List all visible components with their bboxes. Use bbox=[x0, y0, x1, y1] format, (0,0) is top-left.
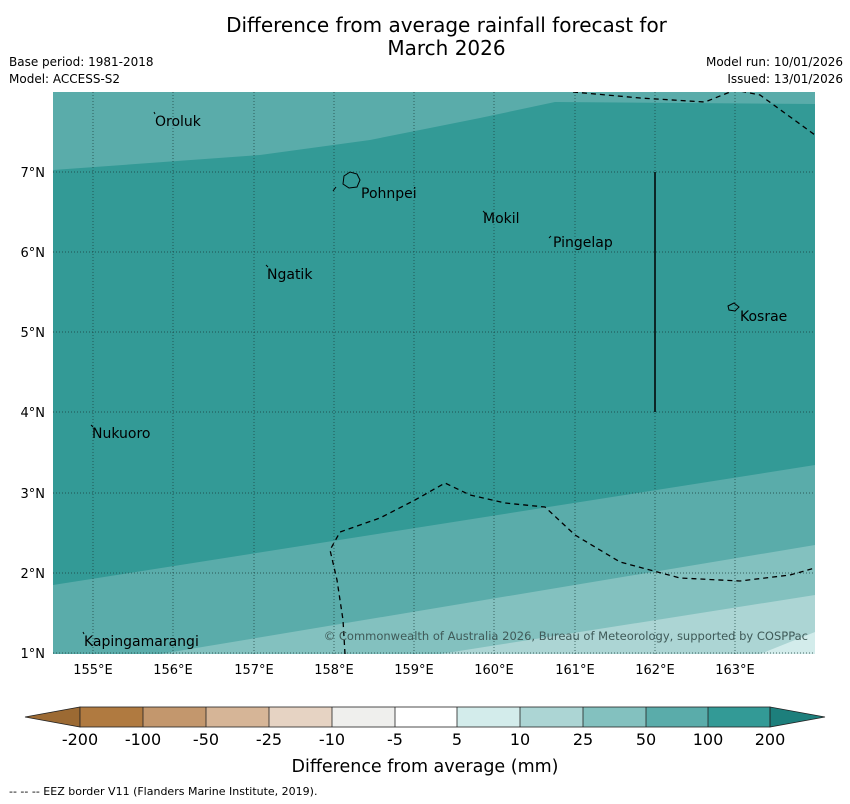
colorbar-segment bbox=[206, 707, 269, 727]
pohnpei-island-shape bbox=[342, 171, 361, 189]
oroluk-atoll-mark bbox=[153, 111, 156, 115]
colorbar-segment bbox=[332, 707, 395, 727]
nukuoro-atoll-mark bbox=[90, 424, 94, 428]
lat-tick: 4°N bbox=[21, 406, 46, 421]
colorbar-label: 200 bbox=[755, 730, 786, 749]
colorbar-label: -10 bbox=[319, 730, 345, 749]
lon-tick: 163°E bbox=[715, 663, 755, 678]
band-50-north bbox=[53, 92, 815, 170]
coast-mark bbox=[332, 186, 337, 192]
kosrae-island-shape bbox=[727, 302, 740, 312]
colorbar-segment bbox=[708, 707, 770, 727]
lat-axis: 7°N 6°N 5°N 4°N 3°N 2°N 1°N bbox=[21, 166, 46, 662]
colorbar-segment bbox=[520, 707, 583, 727]
map-panel: Oroluk Pohnpei Mokil Pingelap Ngatik Kos… bbox=[53, 92, 815, 654]
issued-date: Issued: 13/01/2026 bbox=[727, 72, 843, 86]
lat-tick: 6°N bbox=[21, 246, 46, 261]
place-label-kosrae: Kosrae bbox=[740, 309, 787, 325]
lon-tick: 158°E bbox=[314, 663, 354, 678]
colorbar-label: -25 bbox=[256, 730, 282, 749]
colorbar-label: 100 bbox=[693, 730, 724, 749]
lon-axis: 155°E 156°E 157°E 158°E 159°E 160°E 161°… bbox=[73, 663, 755, 678]
place-label-kapingamarangi: Kapingamarangi bbox=[84, 634, 199, 650]
band-5 bbox=[760, 632, 815, 654]
lat-tick: 2°N bbox=[21, 567, 46, 582]
colorbar-dividers bbox=[142, 707, 709, 727]
place-label-pohnpei: Pohnpei bbox=[361, 186, 417, 202]
title-line-1: Difference from average rainfall forecas… bbox=[226, 13, 667, 37]
colorbar-segment bbox=[583, 707, 646, 727]
colorbar-segment bbox=[269, 707, 332, 727]
colorbar-extend-low bbox=[24, 706, 81, 728]
colorbar-segment bbox=[457, 707, 520, 727]
colorbar-label: 50 bbox=[636, 730, 656, 749]
lon-tick: 159°E bbox=[394, 663, 434, 678]
meta-right: Model run: 10/01/2026 Issued: 13/01/2026 bbox=[706, 54, 843, 88]
pingelap-atoll-mark bbox=[548, 235, 552, 239]
lon-tick: 161°E bbox=[555, 663, 595, 678]
eez-credit: -- -- -- EEZ border V11 (Flanders Marine… bbox=[9, 785, 318, 798]
base-period: Base period: 1981-2018 bbox=[9, 55, 154, 69]
lon-tick: 156°E bbox=[153, 663, 193, 678]
colorbar-segment bbox=[395, 707, 457, 727]
colorbar-label: -100 bbox=[125, 730, 161, 749]
model-run: Model run: 10/01/2026 bbox=[705, 55, 843, 69]
colorbar-label: 5 bbox=[452, 730, 462, 749]
place-label-ngatik: Ngatik bbox=[267, 267, 313, 283]
title-line-2: March 2026 bbox=[387, 36, 506, 60]
place-label-pingelap: Pingelap bbox=[553, 235, 613, 251]
ngatik-atoll-mark bbox=[265, 264, 269, 268]
lon-tick: 162°E bbox=[635, 663, 675, 678]
colorbar-label: 10 bbox=[510, 730, 530, 749]
graticule bbox=[53, 92, 815, 654]
mokil-atoll-mark bbox=[482, 210, 486, 214]
colorbar-label: -50 bbox=[193, 730, 219, 749]
colorbar-label: -200 bbox=[62, 730, 98, 749]
lat-tick: 3°N bbox=[21, 487, 46, 502]
band-10 bbox=[440, 595, 815, 654]
colorbar: -200 -100 -50 -25 -10 -5 5 10 25 50 100 … bbox=[24, 706, 826, 777]
eez-borders bbox=[329, 92, 815, 654]
colorbar-segment bbox=[80, 707, 143, 727]
lon-tick: 157°E bbox=[234, 663, 274, 678]
colorbar-segment bbox=[646, 707, 708, 727]
colorbar-segment bbox=[143, 707, 206, 727]
colorbar-title: Difference from average (mm) bbox=[291, 757, 558, 777]
model-name: Model: ACCESS-S2 bbox=[9, 72, 121, 86]
chart-title: Difference from average rainfall forecas… bbox=[0, 14, 850, 60]
colorbar-outline bbox=[79, 706, 771, 728]
lon-tick: 155°E bbox=[73, 663, 113, 678]
meta-left: Base period: 1981-2018 Model: ACCESS-S2 bbox=[9, 54, 154, 88]
colorbar-label: -5 bbox=[387, 730, 403, 749]
place-label-nukuoro: Nukuoro bbox=[92, 426, 150, 442]
lat-tick: 1°N bbox=[21, 647, 46, 662]
colorbar-extend-high bbox=[769, 706, 826, 728]
kapingamarangi-atoll-mark bbox=[82, 631, 85, 635]
copyright-notice: © Commonwealth of Australia 2026, Bureau… bbox=[324, 629, 808, 643]
place-label-oroluk: Oroluk bbox=[155, 114, 202, 130]
lon-tick: 160°E bbox=[474, 663, 514, 678]
colorbar-label: 25 bbox=[573, 730, 593, 749]
lat-tick: 5°N bbox=[21, 326, 46, 341]
place-label-mokil: Mokil bbox=[483, 211, 520, 227]
lat-tick: 7°N bbox=[21, 166, 46, 181]
